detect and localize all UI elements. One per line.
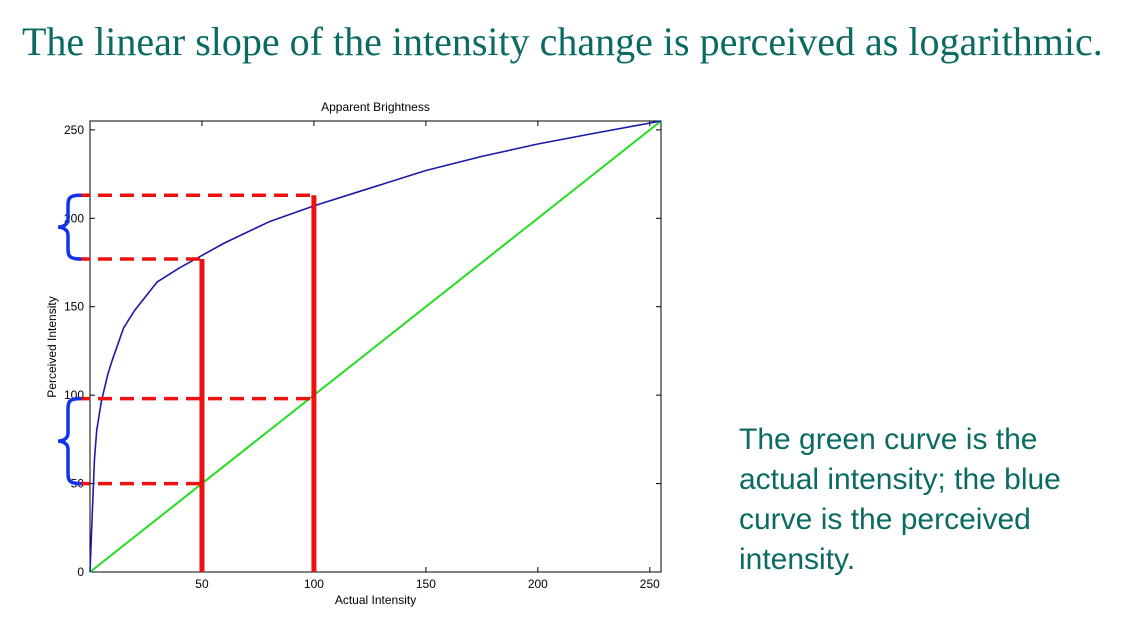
actual-intensity-line — [89, 120, 662, 573]
slide-title: The linear slope of the intensity change… — [22, 19, 1103, 64]
x-tick-label-150: 150 — [416, 577, 436, 591]
x-tick-label-200: 200 — [528, 577, 548, 591]
x-tick-label-100: 100 — [304, 577, 324, 591]
y-tick-label-250: 250 — [64, 123, 84, 137]
perceived-intensity-curve — [89, 120, 662, 573]
chart-title: Apparent Brightness — [321, 100, 430, 114]
actual-interval-brace — [57, 396, 82, 486]
y-tick-label-150: 150 — [64, 300, 84, 314]
intensity-guides — [76, 193, 317, 572]
interval-braces — [57, 193, 82, 486]
x-tick-label-50: 50 — [195, 577, 209, 591]
x-axis-label: Actual Intensity — [335, 593, 416, 607]
plot-frame — [89, 120, 662, 573]
axis-ticks: 50100150200250050100150200250 — [64, 121, 661, 591]
y-tick-label-0: 0 — [77, 565, 84, 579]
legend-note: The green curve is the actual intensity;… — [739, 423, 1061, 576]
perceived-interval-brace — [57, 193, 82, 261]
plot-series — [89, 120, 662, 573]
x-tick-label-250: 250 — [640, 577, 660, 591]
y-axis-label: Perceived Intensity — [45, 296, 59, 397]
